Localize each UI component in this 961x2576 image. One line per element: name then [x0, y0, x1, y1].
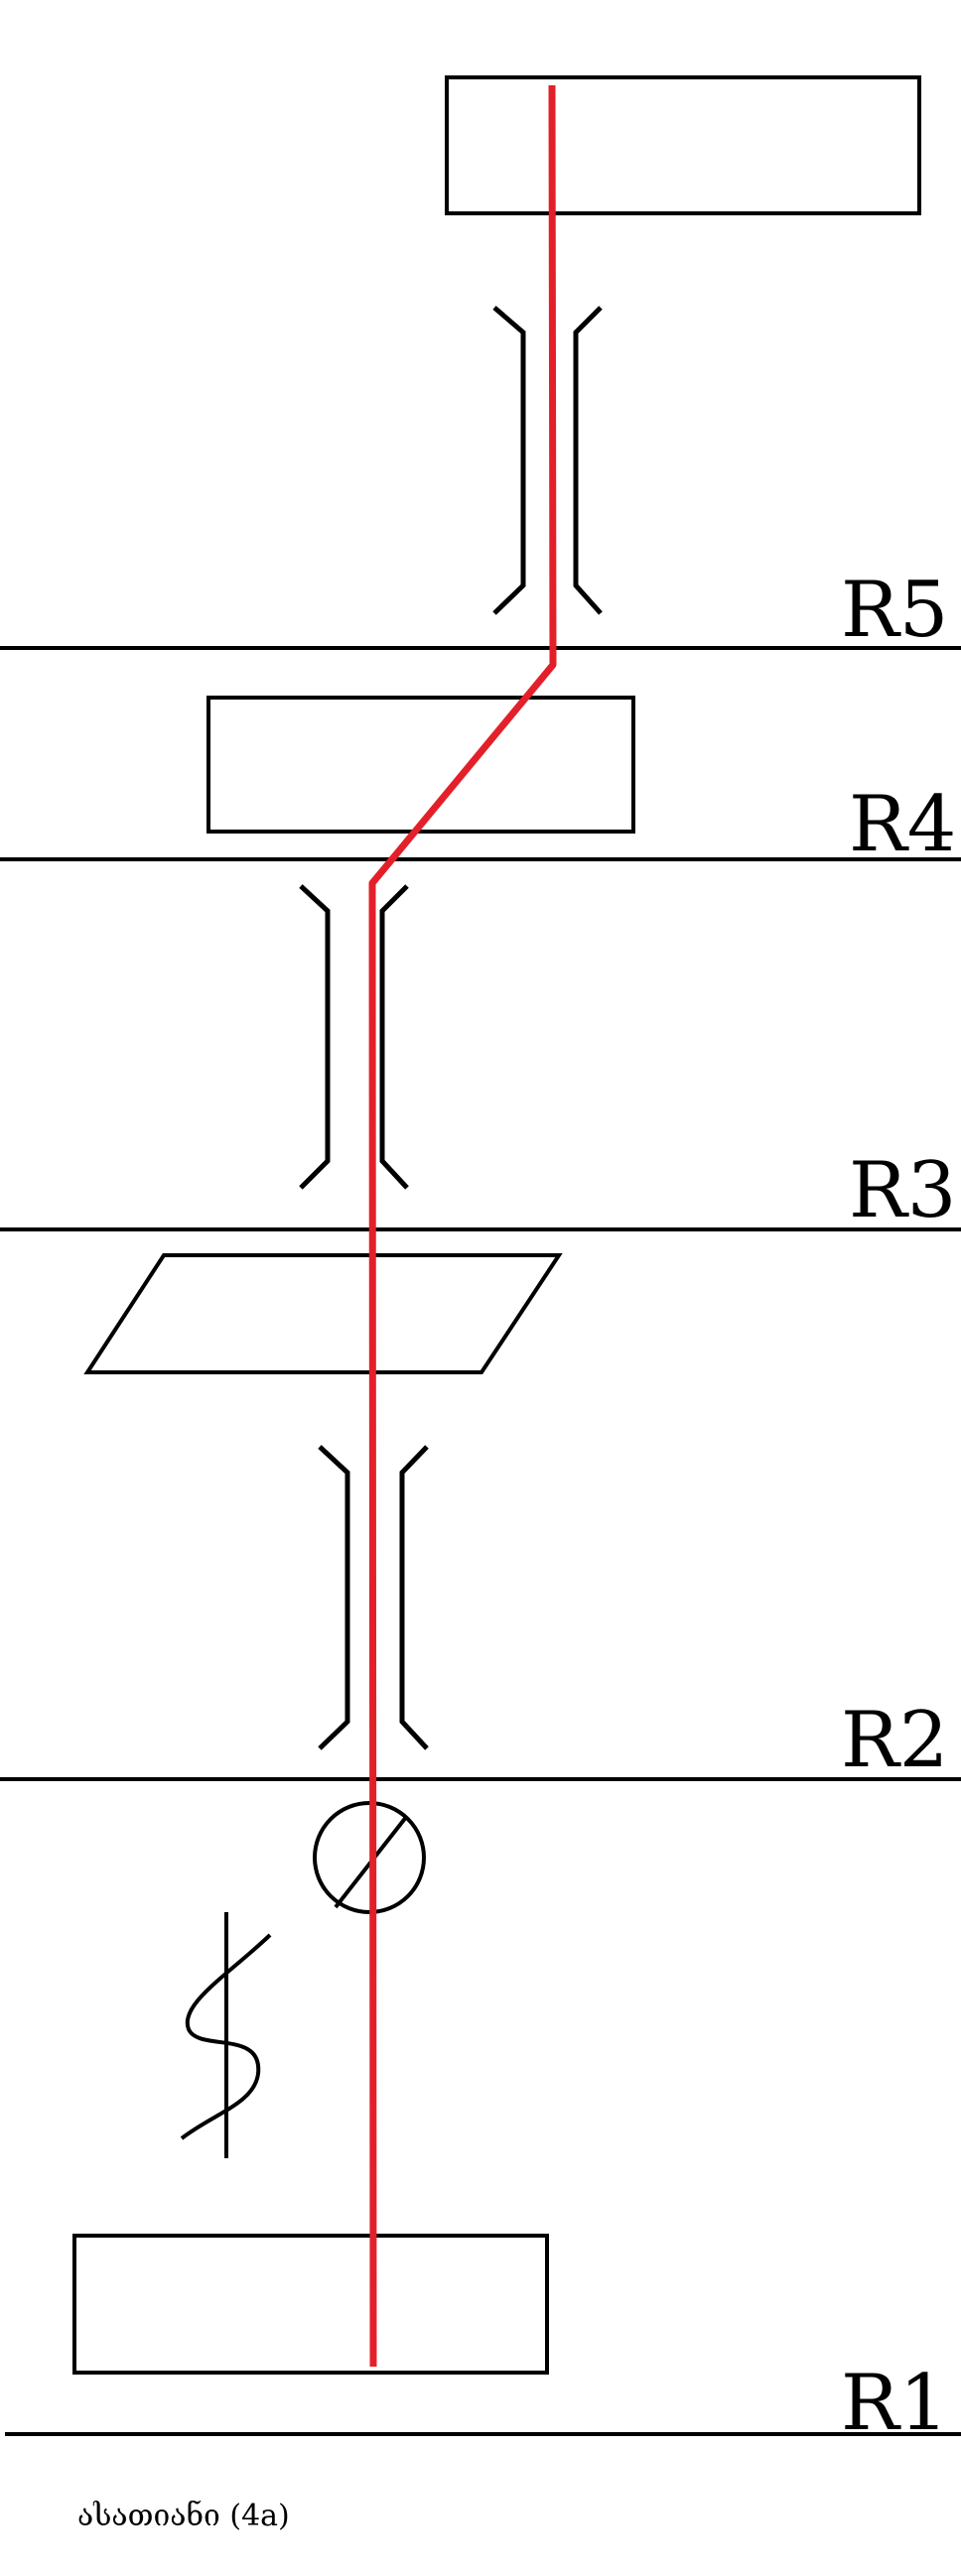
- middle-block: [206, 696, 635, 834]
- level-label-r4: R4: [849, 780, 956, 869]
- level-label-r2: R2: [841, 1696, 948, 1785]
- bottom-block: [72, 2234, 549, 2375]
- lens-pair-lower: [318, 1445, 429, 1750]
- lamp-icon: [313, 1801, 426, 1914]
- level-label-r1: R1: [841, 2359, 948, 2448]
- lens-pair-upper: [492, 306, 603, 615]
- top-block: [445, 75, 921, 215]
- prism-parallelogram: [83, 1253, 563, 1374]
- source-coil-icon: [180, 1912, 272, 2158]
- lens-pair-middle: [299, 884, 409, 1190]
- figure-caption: ასათიანი (4a): [77, 2499, 290, 2533]
- level-label-r5: R5: [841, 566, 948, 655]
- light-ray: [368, 84, 557, 2368]
- level-label-r3: R3: [849, 1146, 956, 1235]
